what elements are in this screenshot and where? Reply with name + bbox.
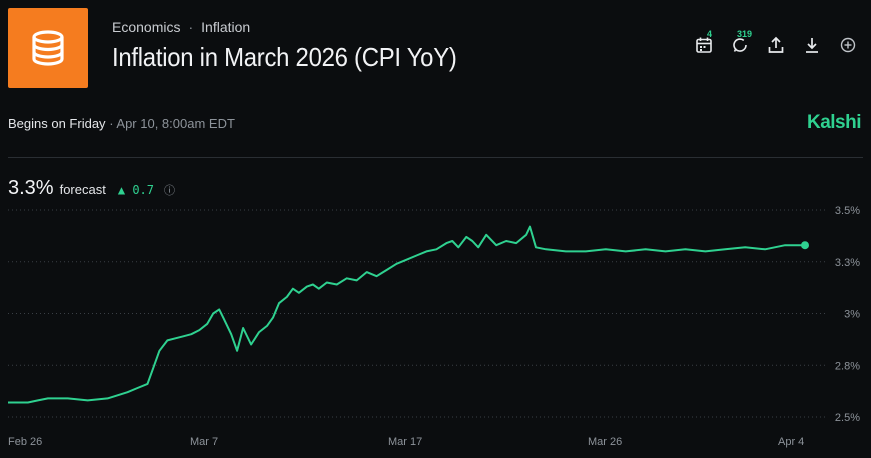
download-icon [806,38,818,53]
toolbar: 4 319 [695,29,857,54]
info-icon[interactable]: ⓘ [164,185,175,197]
y-tick-label: 3.5% [835,205,860,217]
begins-detail: · Apr 10, 8:00am EDT [109,116,235,131]
divider [8,157,863,158]
series-endpoint [801,241,809,250]
add-circle-icon [840,37,856,53]
y-tick-label: 3.3% [835,257,860,269]
forecast-label: forecast [59,182,106,197]
calendar-button[interactable]: 4 [695,29,713,54]
share-button[interactable] [767,36,785,54]
calendar-badge: 4 [707,29,713,39]
add-button[interactable] [839,36,857,54]
database-stack-icon [32,30,64,66]
x-tick-label: Mar 17 [388,436,422,448]
delta-arrow-icon: ▲ [117,183,126,197]
x-tick-label: Mar 7 [190,436,218,448]
brand-logo: Kalshi [806,112,862,133]
market-logo [8,8,88,88]
breadcrumb-separator: · [188,19,194,35]
download-button[interactable] [803,36,821,54]
y-tick-label: 3% [844,309,860,321]
forecast-value: 3.3% [8,177,54,199]
begins-label: Begins on Friday [8,116,106,131]
forecast-summary: 3.3% forecast ▲ 0.7 ⓘ [8,177,175,200]
comments-badge: 319 [737,29,753,39]
breadcrumb-economics[interactable]: Economics [112,19,181,35]
comments-button[interactable]: 319 [731,29,752,54]
page-title: Inflation in March 2026 (CPI YoY) [112,42,457,72]
share-icon [768,36,784,53]
market-start-info: Begins on Friday · Apr 10, 8:00am EDT [8,116,235,131]
calendar-icon [696,37,712,53]
x-tick-label: Feb 26 [8,436,42,448]
x-tick-label: Apr 4 [778,436,804,448]
comments-icon [733,38,747,52]
forecast-chart[interactable]: 2.5% 2.8% 3% 3.3% 3.5% Feb 26 Mar 7 Mar 17 Mar 2… [0,195,871,458]
y-tick-label: 2.8% [835,360,860,372]
breadcrumb: Economics · Inflation [112,19,250,35]
x-tick-label: Mar 26 [588,436,622,448]
y-tick-label: 2.5% [835,412,860,424]
breadcrumb-inflation[interactable]: Inflation [201,19,251,35]
forecast-delta: ▲ 0.7 [118,183,154,197]
series-line [8,225,805,404]
delta-value: 0.7 [132,183,154,197]
